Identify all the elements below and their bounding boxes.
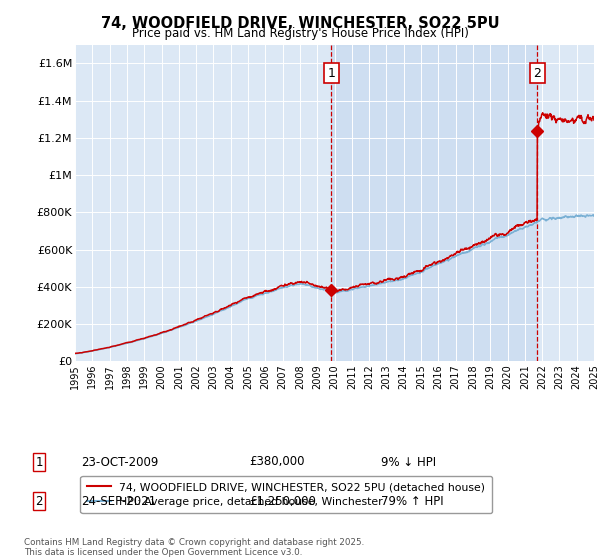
Text: 2: 2	[533, 67, 541, 80]
Text: 24-SEP-2021: 24-SEP-2021	[81, 494, 156, 508]
Text: 9% ↓ HPI: 9% ↓ HPI	[381, 455, 436, 469]
Text: £1,250,000: £1,250,000	[249, 494, 316, 508]
Bar	[331, 45, 538, 361]
Text: 2: 2	[35, 494, 43, 508]
Text: 79% ↑ HPI: 79% ↑ HPI	[381, 494, 443, 508]
Text: Price paid vs. HM Land Registry's House Price Index (HPI): Price paid vs. HM Land Registry's House …	[131, 27, 469, 40]
Text: 74, WOODFIELD DRIVE, WINCHESTER, SO22 5PU: 74, WOODFIELD DRIVE, WINCHESTER, SO22 5P…	[101, 16, 499, 31]
Text: 1: 1	[327, 67, 335, 80]
Legend: 74, WOODFIELD DRIVE, WINCHESTER, SO22 5PU (detached house), HPI: Average price, : 74, WOODFIELD DRIVE, WINCHESTER, SO22 5P…	[80, 476, 492, 513]
Text: 1: 1	[35, 455, 43, 469]
Text: 23-OCT-2009: 23-OCT-2009	[81, 455, 158, 469]
Text: Contains HM Land Registry data © Crown copyright and database right 2025.
This d: Contains HM Land Registry data © Crown c…	[24, 538, 364, 557]
Text: £380,000: £380,000	[249, 455, 305, 469]
